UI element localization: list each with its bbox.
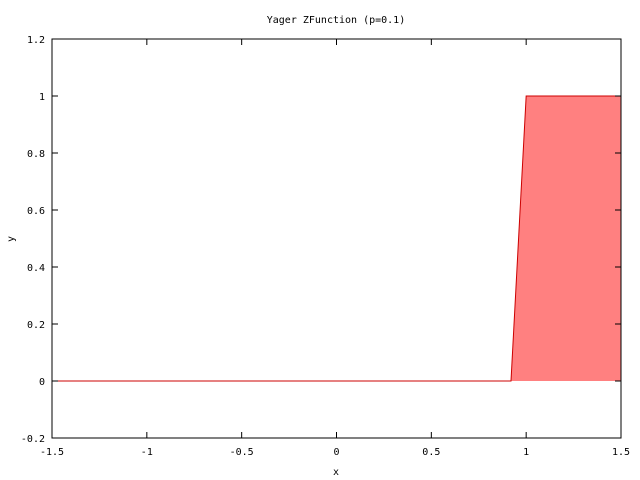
chart-title: Yager ZFunction (p=0.1): [267, 15, 405, 26]
x-tick-label: 1.5: [612, 447, 630, 458]
y-tick-label: -0.2: [21, 434, 45, 445]
x-tick-label: -0.5: [230, 447, 254, 458]
y-tick-label: 0.2: [27, 320, 45, 331]
series-area-fill: [52, 96, 621, 381]
series-line: [52, 95, 621, 382]
x-tick-label: -1.5: [40, 447, 64, 458]
x-tick-label: 0.5: [422, 447, 440, 458]
y-tick-label: 0.8: [27, 149, 45, 160]
y-tick-label: 1.2: [27, 35, 45, 46]
y-axis-label: y: [6, 236, 17, 242]
y-axis-ticks: -0.2 0 0.2 0.4 0.6 0.8 1 1.2: [21, 35, 621, 445]
x-axis-ticks: -1.5 -1 -0.5 0 0.5 1 1.5: [40, 39, 630, 458]
x-tick-label: -1: [141, 447, 153, 458]
y-tick-label: 0.4: [27, 263, 45, 274]
y-tick-label: 0.6: [27, 206, 45, 217]
x-tick-label: 0: [333, 447, 339, 458]
y-tick-label: 1: [39, 92, 45, 103]
x-tick-label: 1: [523, 447, 529, 458]
x-axis-label: x: [333, 467, 339, 478]
y-tick-label: 0: [39, 377, 45, 388]
plot-area-fill: [52, 95, 621, 382]
